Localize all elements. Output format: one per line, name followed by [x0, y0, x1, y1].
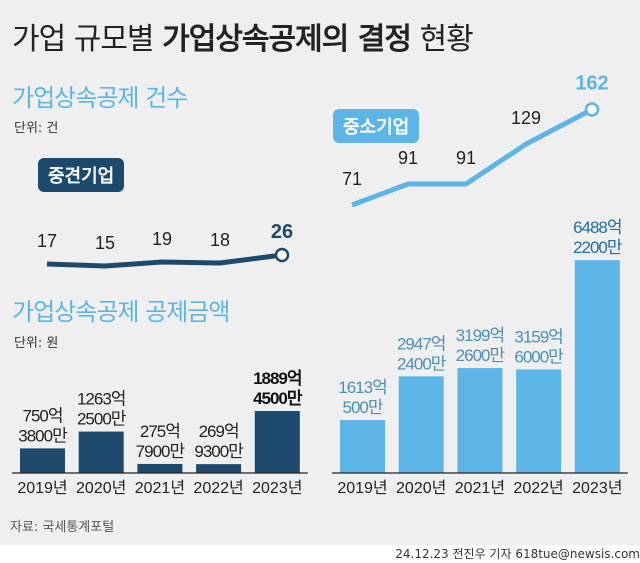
data-label: 162	[575, 72, 608, 94]
title-bold: 가업상속공제의 결정	[162, 22, 412, 57]
bar-value-label: 1263억	[77, 390, 125, 409]
bar	[340, 420, 385, 473]
x-tick-label: 2020년	[76, 479, 126, 497]
bar	[196, 464, 242, 473]
data-label: 19	[152, 229, 172, 249]
bar-value-label: 2200만	[573, 238, 623, 257]
midsize-tag: 중견기업	[38, 158, 125, 192]
data-point	[584, 102, 600, 117]
line-series	[351, 107, 594, 208]
bar	[457, 368, 503, 473]
x-tick-label: 2022년	[193, 479, 243, 497]
count-unit: 단위: 건	[14, 121, 59, 136]
bar	[254, 411, 300, 473]
data-point	[274, 247, 290, 263]
source: 자료: 국세통계포털	[10, 520, 115, 535]
credit: 24.12.23 전진우 기자 618tue@newsis.com	[395, 547, 640, 561]
x-tick-label: 2023년	[572, 479, 622, 497]
sme-tag: 중소기업	[333, 109, 420, 143]
bar	[574, 260, 620, 473]
bar-value-label: 500만	[342, 398, 383, 417]
bar-value-label: 4500만	[253, 389, 303, 408]
data-label: 17	[37, 231, 57, 251]
amount-section-title: 가업상속공제 공제금액	[12, 298, 230, 326]
data-label: 91	[398, 148, 418, 168]
data-label: 26	[271, 221, 293, 243]
x-tick-label: 2023년	[252, 479, 302, 497]
bar-value-label: 3159억	[514, 327, 562, 346]
bar-value-label: 2400만	[397, 354, 447, 373]
bar	[137, 463, 183, 473]
data-label: 18	[210, 230, 230, 250]
data-label: 15	[95, 233, 115, 253]
bar-value-label: 1889억	[253, 369, 301, 388]
bar-value-label: 2947억	[397, 334, 445, 353]
line-series	[46, 252, 283, 269]
data-label: 129	[511, 108, 541, 128]
bar-value-label: 2500만	[77, 410, 127, 429]
x-tick-label: 2021년	[455, 479, 505, 497]
bar-value-label: 7900만	[136, 442, 186, 461]
x-tick-label: 2020년	[396, 479, 446, 497]
bar-value-label: 2600만	[456, 346, 506, 365]
title-tail: 현황	[419, 22, 474, 57]
bar-value-label: 3199억	[456, 326, 504, 345]
data-label: 71	[342, 169, 362, 189]
title-part: 가업 규모별	[12, 22, 155, 57]
bar-value-label: 275억	[140, 422, 180, 441]
bar	[20, 448, 65, 473]
bar	[516, 369, 562, 473]
x-tick-label: 2019년	[337, 479, 387, 497]
amount-unit: 단위: 원	[14, 336, 59, 351]
bar	[78, 431, 124, 473]
bar-value-label: 269억	[199, 422, 239, 441]
bar-value-label: 6488억	[573, 218, 621, 237]
count-section-title: 가업상속공제 건수	[12, 84, 188, 112]
infographic: 가업 규모별 가업상속공제의 결정 현황 가업상속공제 건수 단위: 건 가업상…	[0, 0, 640, 545]
bar-value-label: 750억	[22, 406, 62, 425]
data-label: 91	[456, 148, 476, 168]
x-tick-label: 2021년	[135, 479, 185, 497]
bar-value-label: 6000만	[514, 347, 564, 366]
page-title: 가업 규모별 가업상속공제의 결정 현황	[12, 14, 474, 58]
bar-value-label: 9300만	[194, 442, 244, 461]
x-tick-label: 2022년	[513, 479, 563, 497]
x-tick-label: 2019년	[17, 479, 67, 497]
bar-value-label: 3800만	[18, 426, 68, 445]
bar-value-label: 1613억	[338, 378, 386, 397]
bar	[398, 376, 444, 473]
